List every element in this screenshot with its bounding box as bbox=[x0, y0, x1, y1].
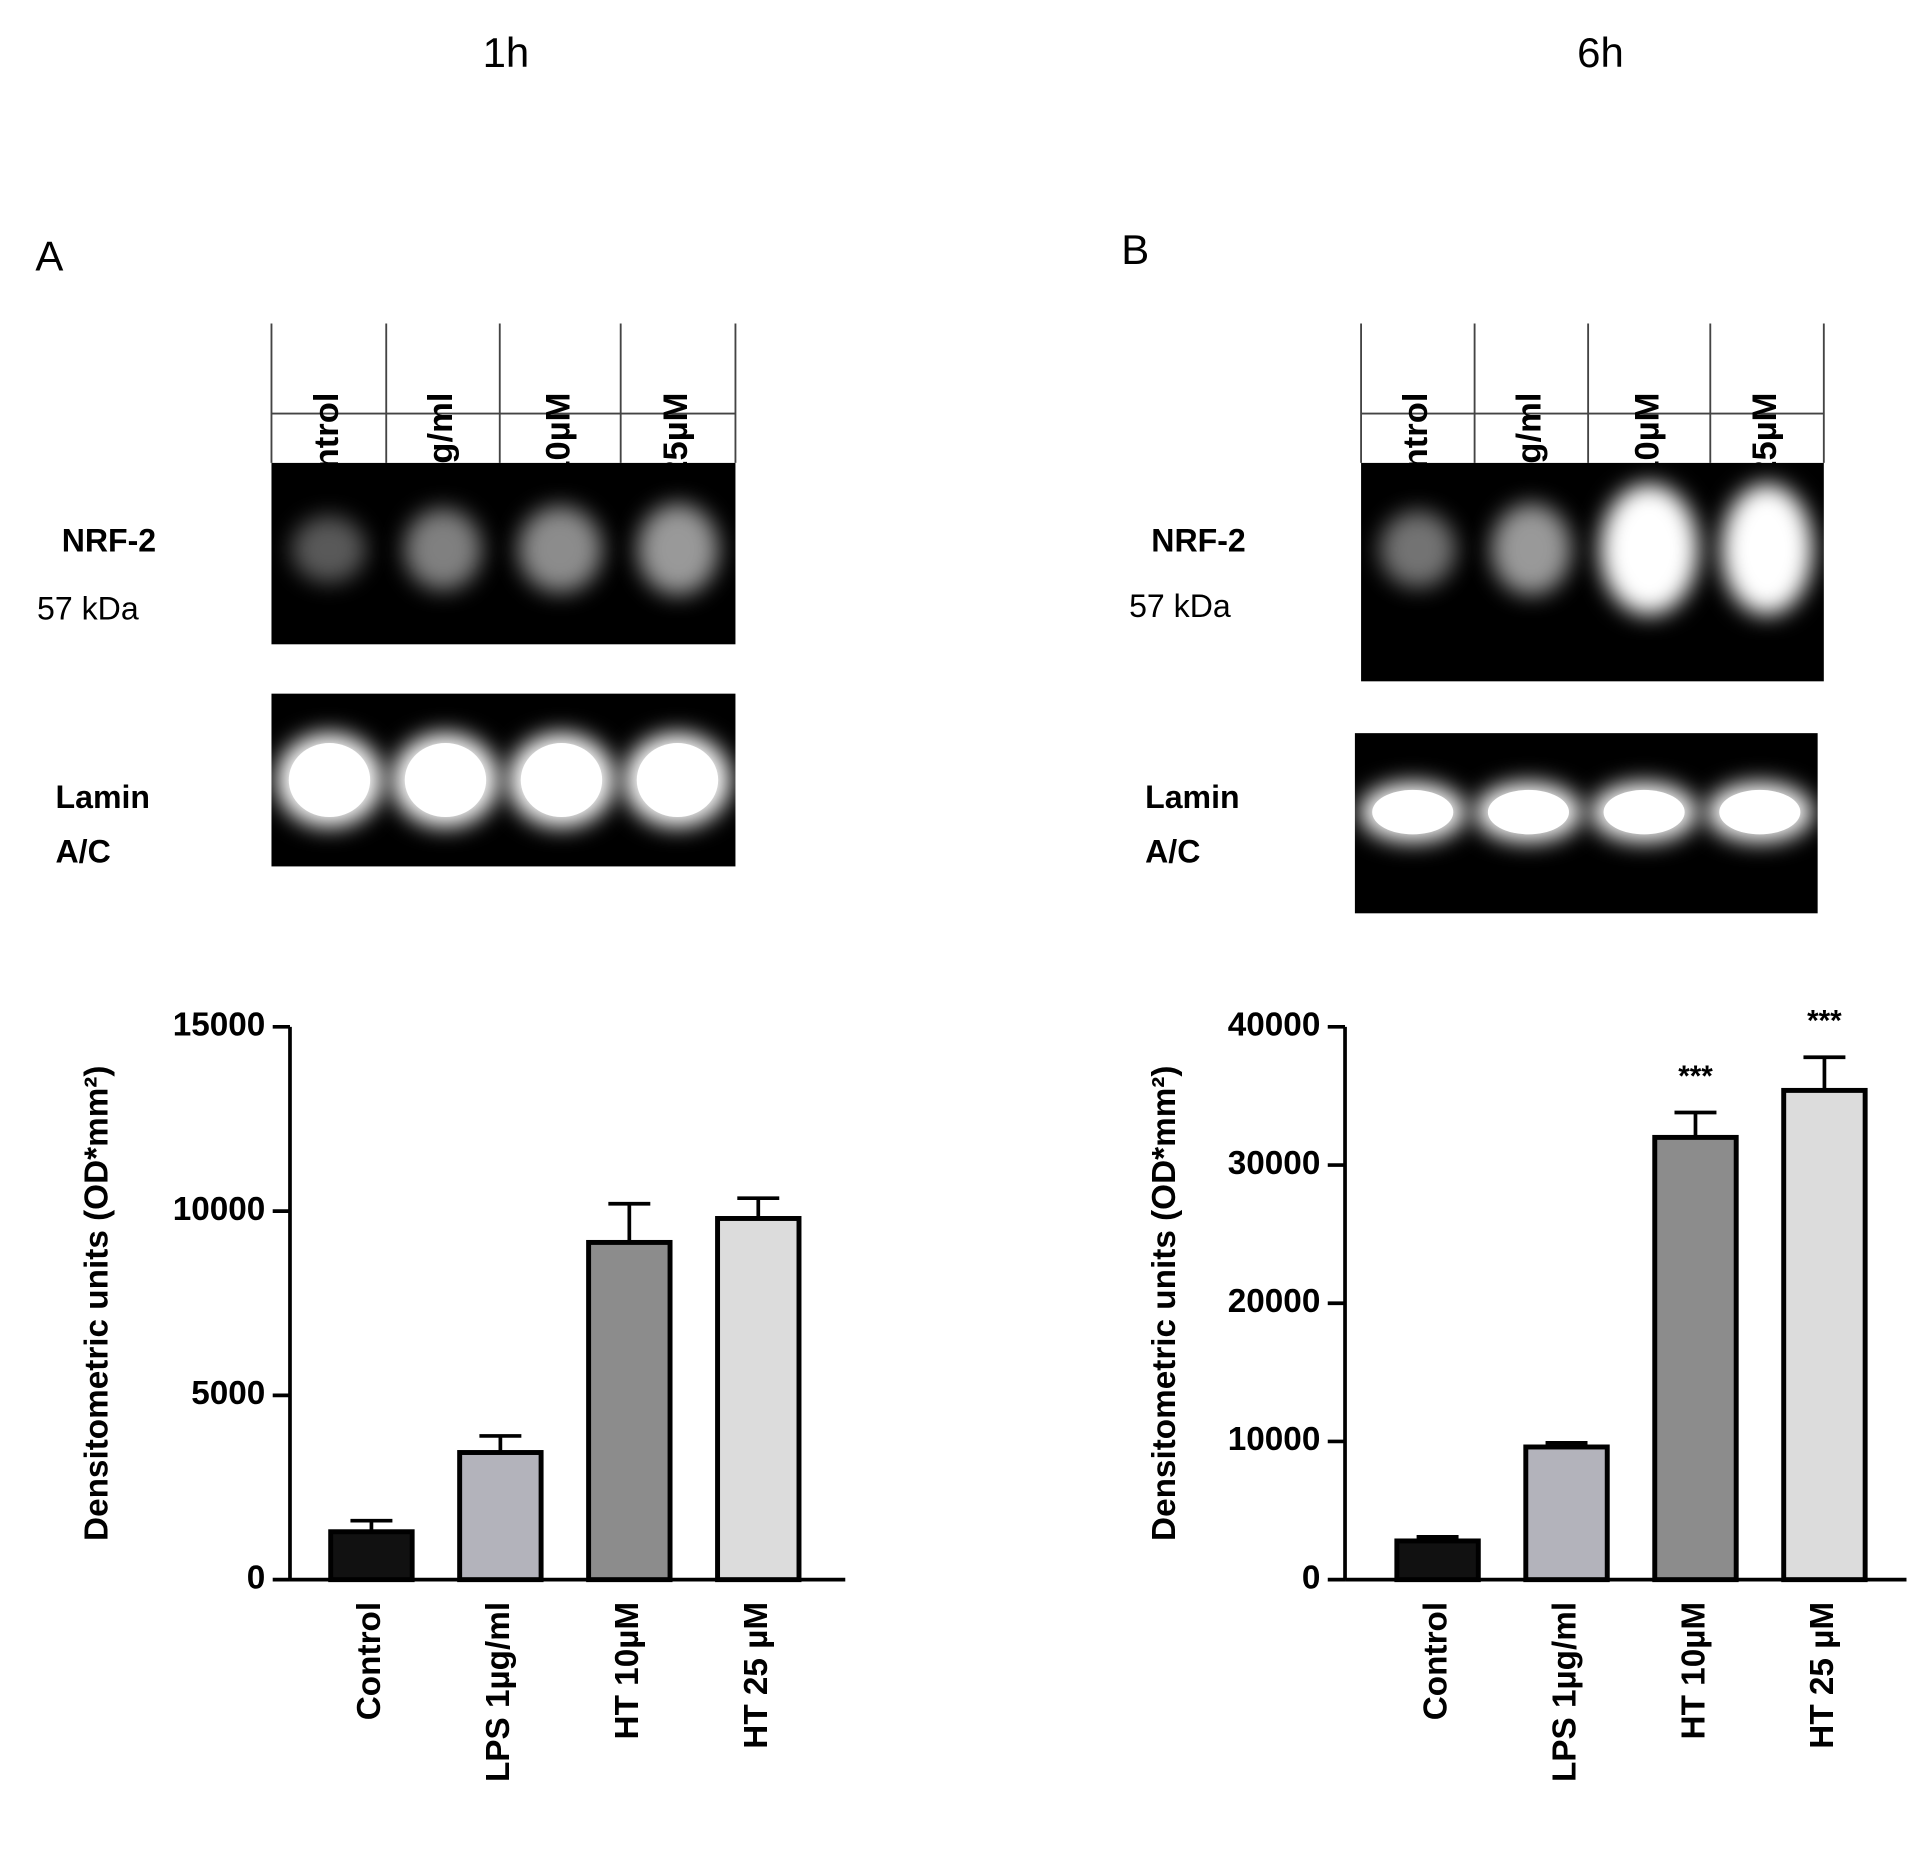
nrf2-band bbox=[1491, 503, 1572, 595]
nrf2-band bbox=[291, 515, 366, 583]
y-axis-label: Densitometric units (OD*mm²) bbox=[1146, 1066, 1183, 1541]
lamin-label: Lamin bbox=[1145, 779, 1239, 815]
significance: *** bbox=[1807, 1005, 1842, 1038]
x-tick-label: LPS 1µg/ml bbox=[1546, 1602, 1583, 1782]
y-tick-label: 0 bbox=[1302, 1559, 1321, 1596]
lamin-band-core bbox=[636, 743, 719, 818]
y-tick-label: 15000 bbox=[173, 1007, 266, 1044]
bar bbox=[715, 1216, 802, 1583]
x-tick-label: Control bbox=[1417, 1602, 1454, 1720]
y-tick-label: 40000 bbox=[1228, 1007, 1321, 1044]
lamin-band-core bbox=[1487, 789, 1569, 835]
nrf2-band bbox=[404, 508, 482, 591]
x-tick-label: HT 25 µM bbox=[738, 1602, 775, 1749]
bar bbox=[1781, 1087, 1868, 1583]
y-tick-label: 10000 bbox=[173, 1191, 266, 1228]
x-tick-label: HT 25 µM bbox=[1804, 1602, 1841, 1749]
panel-label: A bbox=[35, 232, 63, 279]
nrf2-label: NRF-2 bbox=[1151, 523, 1245, 559]
lamin-band-core bbox=[404, 743, 487, 818]
y-tick-label: 5000 bbox=[191, 1375, 265, 1412]
panel-label: B bbox=[1121, 226, 1149, 273]
y-axis-label: Densitometric units (OD*mm²) bbox=[79, 1066, 116, 1541]
x-tick-label: HT 10µM bbox=[1675, 1602, 1712, 1740]
lamin-band-core bbox=[1719, 789, 1801, 835]
time-title: 1h bbox=[483, 29, 530, 76]
lamin-label: Lamin bbox=[56, 779, 150, 815]
bar bbox=[586, 1239, 673, 1583]
lamin-band-core bbox=[1603, 789, 1685, 835]
nrf2-band bbox=[1721, 483, 1813, 615]
nrf2-band bbox=[1600, 483, 1699, 615]
nrf2-band bbox=[1379, 511, 1456, 588]
nrf2-size: 57 kDa bbox=[37, 590, 139, 626]
time-title: 6h bbox=[1577, 29, 1624, 76]
lamin-band-core bbox=[1372, 789, 1454, 835]
nrf2-band bbox=[637, 503, 719, 595]
x-tick-label: HT 10µM bbox=[609, 1602, 646, 1740]
y-tick-label: 10000 bbox=[1228, 1421, 1321, 1458]
x-tick-label: LPS 1µg/ml bbox=[480, 1602, 517, 1782]
y-tick-label: 0 bbox=[247, 1559, 266, 1596]
bar bbox=[457, 1450, 544, 1583]
lamin-band-core bbox=[520, 743, 603, 818]
nrf2-band bbox=[518, 506, 603, 593]
x-tick-label: Control bbox=[351, 1602, 388, 1720]
nrf2-label: NRF-2 bbox=[62, 523, 156, 559]
bar bbox=[1394, 1538, 1481, 1583]
bar bbox=[1523, 1444, 1610, 1583]
lamin-label: A/C bbox=[56, 834, 111, 870]
lamin-band-core bbox=[288, 743, 371, 818]
y-tick-label: 20000 bbox=[1228, 1283, 1321, 1320]
y-tick-label: 30000 bbox=[1228, 1145, 1321, 1182]
lamin-label: A/C bbox=[1145, 834, 1200, 870]
bar bbox=[328, 1529, 415, 1583]
nrf2-size: 57 kDa bbox=[1129, 588, 1231, 624]
significance: *** bbox=[1678, 1060, 1713, 1093]
bar bbox=[1652, 1134, 1739, 1583]
